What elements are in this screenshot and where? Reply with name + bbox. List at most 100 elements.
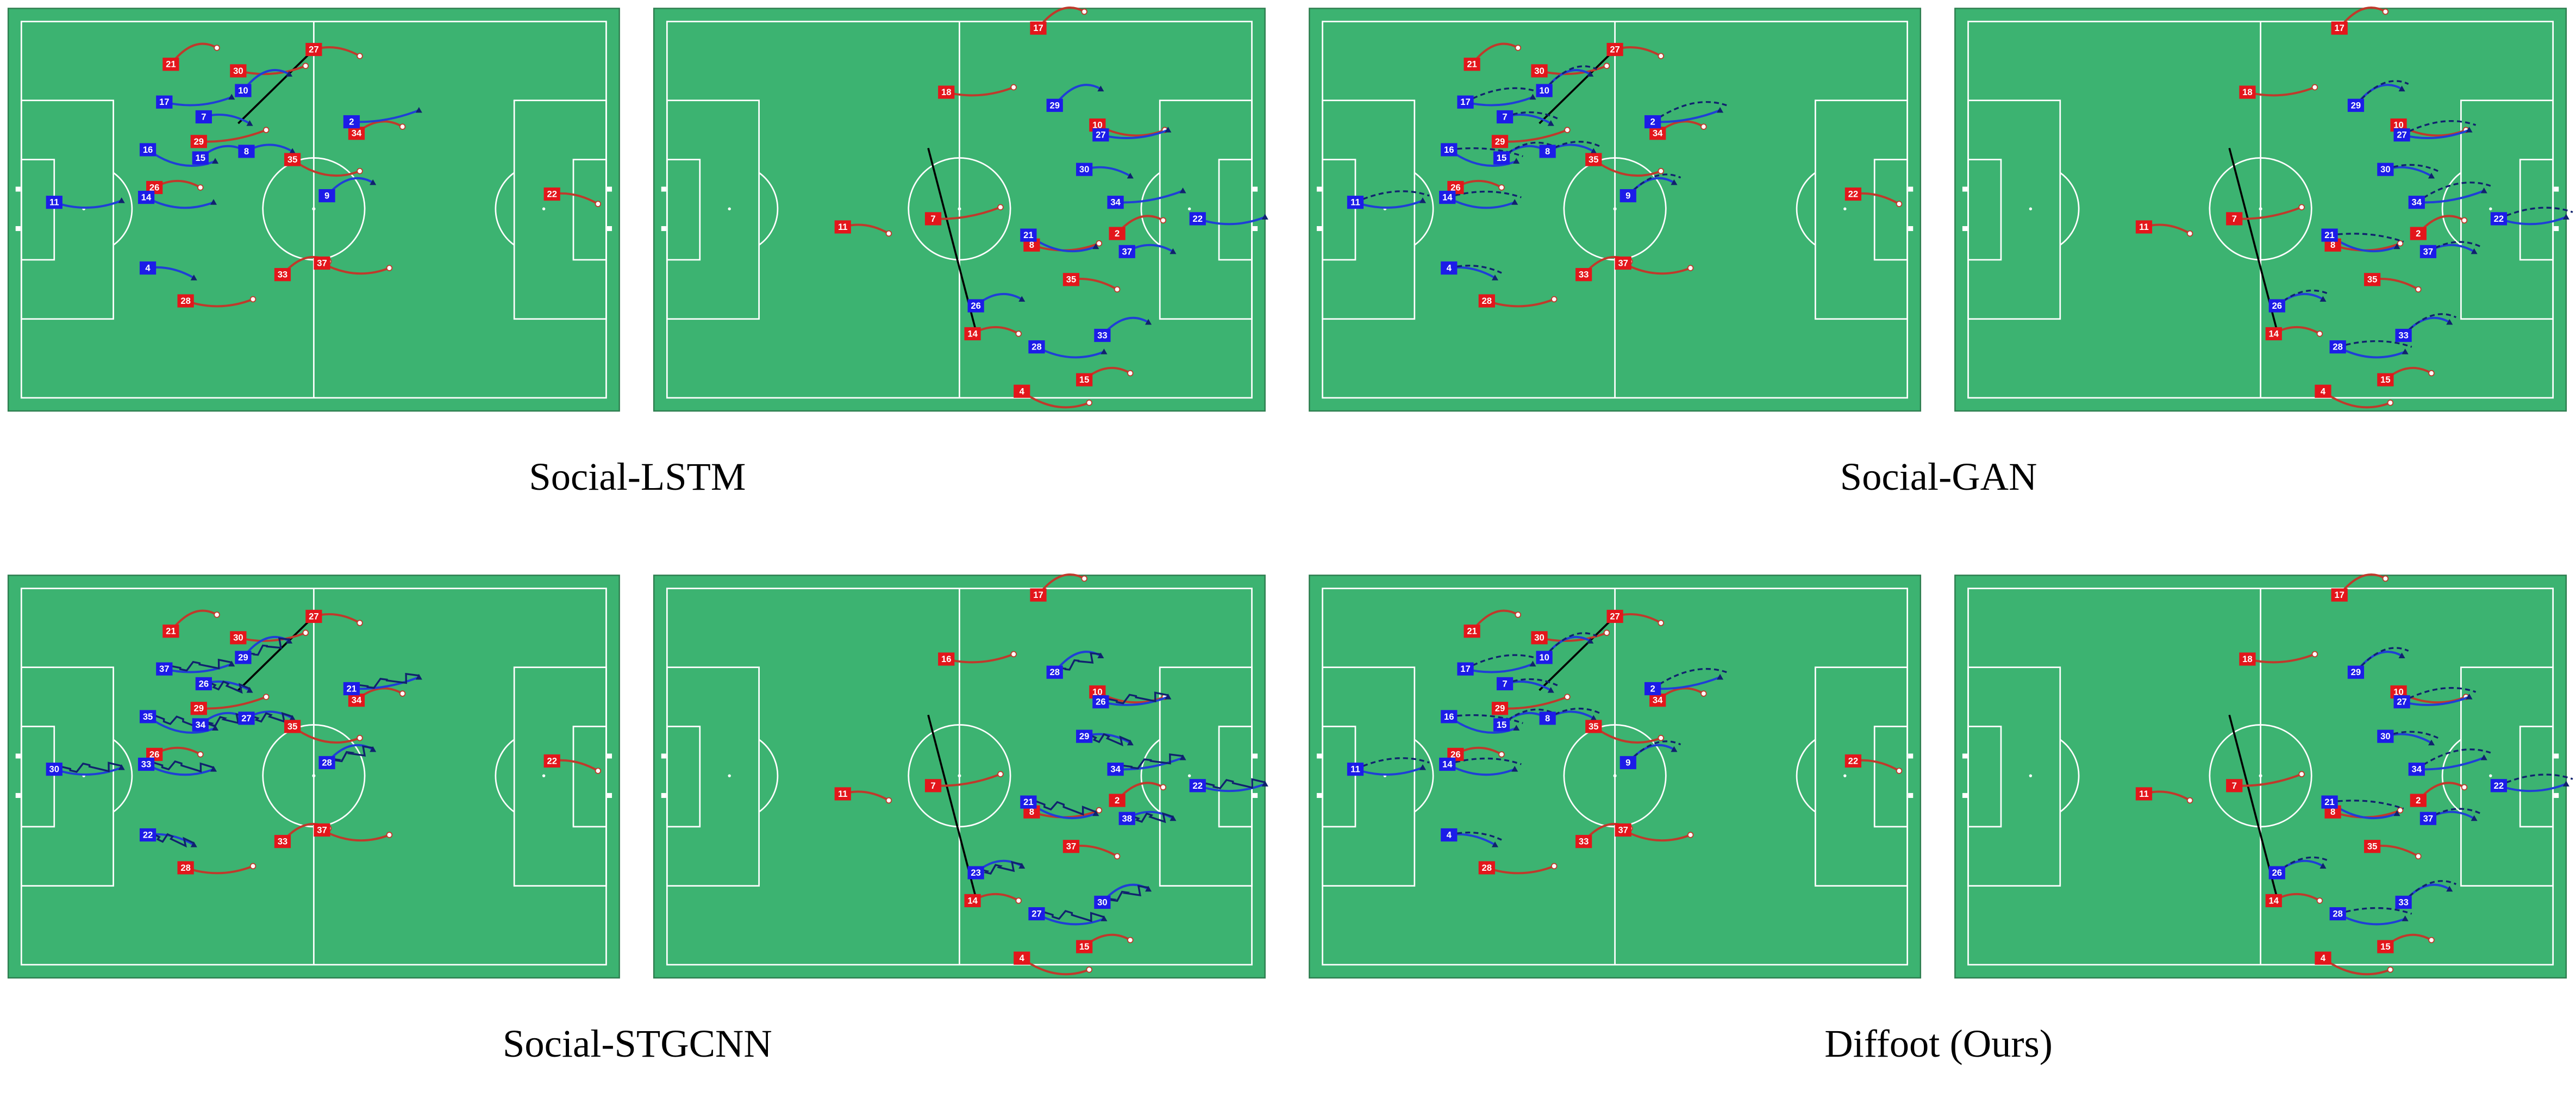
pitch-line bbox=[1967, 726, 2002, 828]
player-number: 9 bbox=[1625, 757, 1630, 768]
player-marker bbox=[348, 694, 365, 707]
trajectory-end bbox=[1170, 815, 1177, 821]
player-marker bbox=[1575, 268, 1592, 282]
player-marker bbox=[543, 187, 560, 201]
player-number: 27 bbox=[309, 45, 318, 55]
trajectory-end bbox=[1587, 638, 1594, 644]
player-number: 37 bbox=[2423, 246, 2433, 257]
trajectory-end bbox=[2393, 810, 2400, 816]
pitch-line bbox=[1322, 726, 1356, 828]
pitch-spot bbox=[1613, 774, 1617, 778]
player-marker bbox=[834, 220, 851, 234]
player-marker bbox=[2329, 907, 2346, 921]
player-number: 15 bbox=[196, 153, 205, 163]
player-marker bbox=[1076, 163, 1093, 176]
pitch-spot bbox=[1187, 774, 1191, 777]
player-number: 26 bbox=[199, 678, 209, 689]
trajectory-end bbox=[1590, 148, 1597, 154]
trajectory-end bbox=[357, 167, 363, 174]
pitch-line bbox=[1873, 159, 1909, 261]
player-number: 30 bbox=[233, 66, 243, 76]
predicted-trajectory bbox=[1448, 265, 1502, 274]
player-number: 30 bbox=[1534, 633, 1544, 643]
player-marker bbox=[2377, 373, 2394, 386]
player-marker bbox=[305, 42, 322, 57]
trajectory-end bbox=[2446, 319, 2453, 325]
trajectory-end bbox=[1550, 296, 1558, 303]
player-marker bbox=[2393, 695, 2410, 709]
predicted-trajectory bbox=[2403, 313, 2457, 336]
trajectory-end bbox=[1547, 120, 1554, 126]
player-marker bbox=[177, 294, 194, 308]
player-number: 10 bbox=[2393, 687, 2403, 697]
player-marker bbox=[177, 861, 194, 875]
player-marker bbox=[162, 58, 179, 71]
trajectory-end bbox=[2397, 807, 2404, 814]
pitch-spot bbox=[728, 774, 731, 777]
player-marker bbox=[46, 762, 62, 776]
trajectory-end bbox=[2402, 915, 2409, 921]
player-number: 28 bbox=[322, 757, 332, 768]
pitch-line bbox=[666, 159, 701, 261]
player-marker bbox=[235, 84, 252, 97]
player-number: 14 bbox=[1442, 759, 1453, 770]
player-marker bbox=[1046, 665, 1063, 679]
player-number: 35 bbox=[2367, 274, 2377, 285]
predicted-trajectory bbox=[2428, 241, 2481, 253]
pitch-line bbox=[2060, 739, 2080, 813]
pitch-line bbox=[2209, 157, 2312, 261]
trajectory-end bbox=[1165, 127, 1172, 133]
trajectory-end bbox=[302, 63, 309, 69]
player-number: 33 bbox=[141, 759, 151, 770]
player-number: 28 bbox=[1482, 863, 1492, 873]
trajectory-end bbox=[1165, 694, 1172, 700]
player-marker bbox=[1189, 779, 1206, 793]
player-number: 37 bbox=[1618, 258, 1628, 269]
player-marker bbox=[238, 712, 255, 725]
trajectory-end bbox=[1550, 863, 1558, 870]
predicted-trajectory bbox=[2329, 233, 2404, 243]
pitch-spot bbox=[958, 207, 961, 211]
player-number: 26 bbox=[149, 182, 159, 192]
player-number: 21 bbox=[2324, 230, 2334, 240]
trajectory-end bbox=[246, 687, 253, 693]
player-number: 16 bbox=[1444, 145, 1454, 155]
player-number: 21 bbox=[166, 59, 176, 70]
trajectory-end bbox=[997, 771, 1004, 777]
player-marker bbox=[1845, 754, 1862, 768]
player-marker bbox=[1496, 677, 1514, 690]
trajectory-end bbox=[1097, 652, 1104, 659]
pitch-panel: 21 30 27 29 26 35 34 37 33 28 22 29 37 26 21 27 35 34 33 28… bbox=[7, 575, 620, 979]
goal-post bbox=[1962, 186, 1967, 192]
player-number: 4 bbox=[145, 263, 151, 273]
player-marker bbox=[1046, 98, 1063, 112]
trajectory-end bbox=[1658, 734, 1664, 741]
player-marker bbox=[1464, 58, 1480, 71]
trajectory-end bbox=[1261, 781, 1268, 787]
player-number: 10 bbox=[1092, 687, 1102, 697]
player-marker bbox=[1845, 187, 1862, 201]
player-number: 2 bbox=[1115, 228, 1120, 239]
pitch-spot bbox=[1187, 207, 1191, 210]
trajectory-end bbox=[214, 612, 220, 618]
player-number: 22 bbox=[1848, 189, 1858, 199]
trajectory-end bbox=[285, 71, 293, 77]
pitch-line bbox=[495, 739, 515, 813]
player-number: 17 bbox=[1460, 664, 1470, 674]
player-marker bbox=[1076, 373, 1093, 386]
trajectory-end bbox=[885, 797, 892, 804]
trajectory-end bbox=[2415, 286, 2422, 293]
player-marker bbox=[343, 682, 360, 696]
player-number: 27 bbox=[1610, 45, 1620, 55]
pitch-line bbox=[1414, 739, 1434, 813]
predicted-trajectory bbox=[1543, 65, 1598, 91]
predicted-trajectory bbox=[1036, 909, 1104, 922]
player-number: 21 bbox=[2324, 797, 2334, 807]
player-number: 14 bbox=[2269, 328, 2279, 339]
goal-post bbox=[1253, 793, 1258, 798]
player-number: 15 bbox=[2380, 375, 2390, 385]
trajectory-end bbox=[1179, 754, 1186, 760]
predicted-trajectory bbox=[1465, 87, 1540, 103]
trajectory-end bbox=[1896, 201, 1903, 207]
trajectory-end bbox=[2186, 230, 2193, 237]
